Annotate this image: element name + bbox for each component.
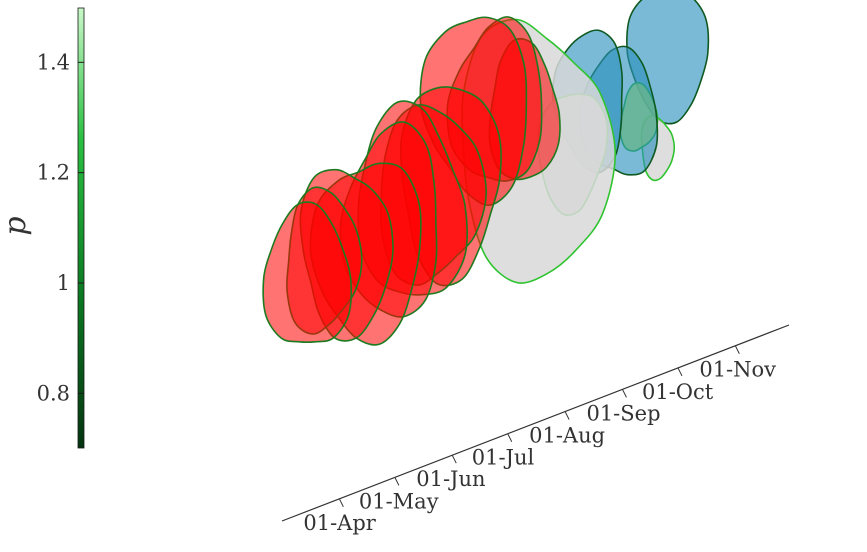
date-tick-label: 01-Aug: [529, 424, 605, 448]
date-tick-label: 01-Sep: [586, 401, 660, 425]
date-tick-mark: [507, 433, 513, 442]
date-tick-mark: [451, 454, 457, 464]
date-tick-label: 01-Jun: [416, 467, 485, 491]
date-tick-label: 01-Apr: [303, 511, 376, 535]
y-tick-label: 1.4: [37, 50, 70, 74]
date-tick-labels: 01-Apr01-May01-Jun01-Jul01-Aug01-Sep01-O…: [303, 358, 776, 535]
y-tick-marks: [78, 61, 84, 394]
date-tick-mark: [622, 389, 627, 398]
date-tick-mark: [677, 367, 683, 377]
date-tick-mark: [394, 477, 400, 486]
y-tick-label: 1: [57, 271, 70, 295]
date-tick-label: 01-Jul: [472, 446, 535, 470]
y-tick-label: 0.8: [37, 381, 70, 405]
date-tick-marks: [338, 345, 740, 508]
slice-contour: [262, 201, 353, 344]
time-axis-line: [281, 324, 790, 522]
date-tick-mark: [338, 498, 344, 508]
date-tick-mark: [734, 345, 740, 354]
colorbar: [77, 7, 85, 449]
slice-group: [262, 0, 710, 346]
date-tick-label: 01-Oct: [642, 380, 714, 404]
date-tick-label: 01-Nov: [699, 358, 776, 382]
date-tick-label: 01-May: [359, 489, 439, 513]
date-tick-mark: [564, 411, 570, 420]
y-tick-label: 1.2: [37, 161, 70, 185]
y-tick-labels: 0.8 1 1.2 1.4: [37, 50, 70, 405]
y-axis-label: p: [0, 216, 33, 235]
